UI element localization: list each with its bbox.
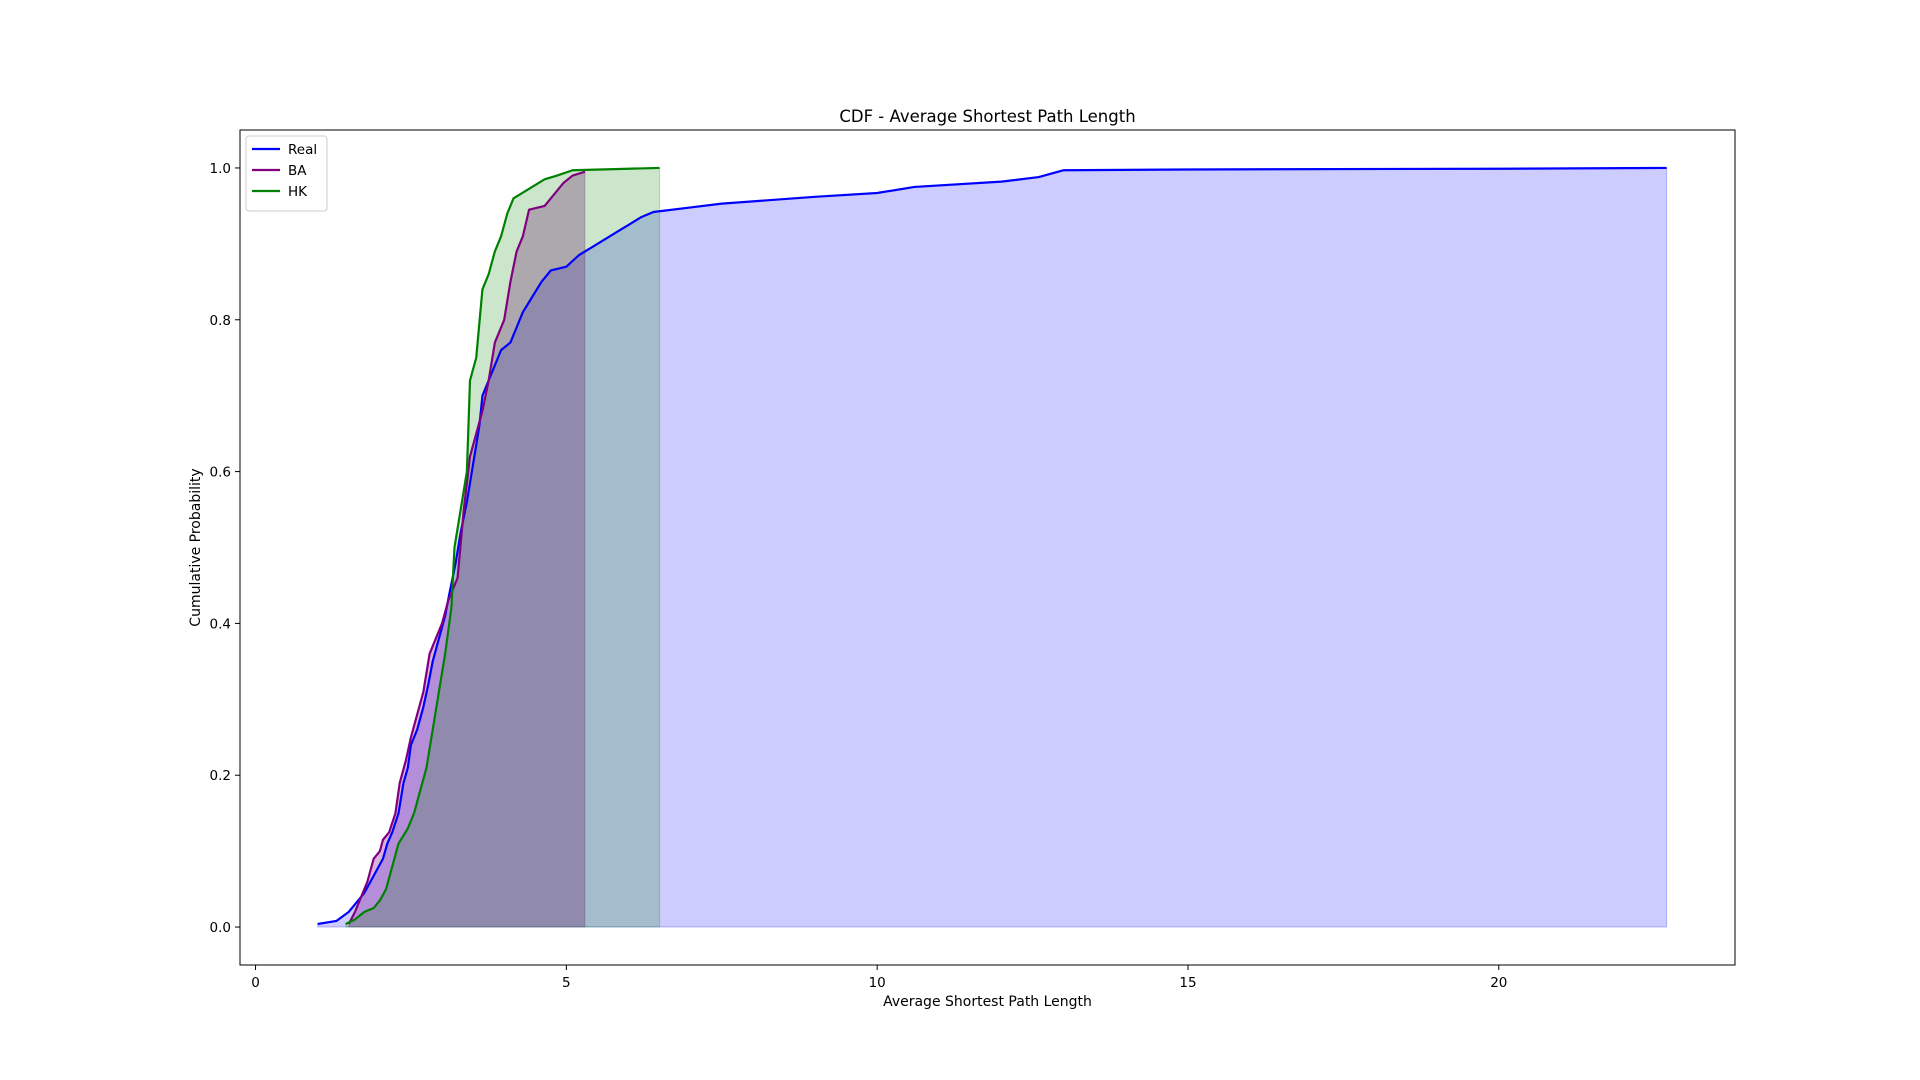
series-lines — [317, 166, 1667, 926]
legend-label-real: Real — [288, 142, 317, 158]
legend-label-hk: HK — [288, 184, 308, 200]
plot-area — [317, 166, 1668, 928]
y-tick-label: 0.0 — [210, 920, 231, 936]
legend: Real BA HK — [245, 135, 328, 212]
legend-label-ba: BA — [288, 163, 307, 179]
x-tick-label: 20 — [1490, 975, 1507, 991]
legend-box — [245, 135, 328, 212]
y-tick-label: 0.8 — [210, 313, 231, 329]
y-tick-label: 0.4 — [210, 616, 231, 632]
line-real — [317, 166, 1667, 926]
chart-title: CDF - Average Shortest Path Length — [839, 107, 1135, 126]
y-tick-label: 1.0 — [210, 161, 231, 177]
x-axis: 0 5 10 15 20 — [251, 965, 1507, 991]
x-axis-label: Average Shortest Path Length — [883, 994, 1092, 1010]
y-tick-label: 0.2 — [210, 768, 231, 784]
x-tick-label: 15 — [1179, 975, 1196, 991]
y-tick-label: 0.6 — [210, 465, 231, 481]
y-axis-label: Cumulative Probability — [188, 468, 204, 626]
x-tick-label: 10 — [869, 975, 886, 991]
x-tick-label: 5 — [562, 975, 571, 991]
line-hk — [345, 166, 660, 925]
line-ba — [347, 170, 586, 925]
axes-frame — [239, 129, 1736, 966]
x-tick-label: 0 — [251, 975, 260, 991]
y-axis: 0.0 0.2 0.4 0.6 0.8 1.0 — [210, 161, 240, 936]
